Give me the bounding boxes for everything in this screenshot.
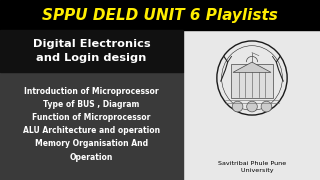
Text: Savitribai Phule Pune
     University: Savitribai Phule Pune University <box>218 161 286 173</box>
Text: Digital Electronics
and Login design: Digital Electronics and Login design <box>33 39 150 63</box>
Bar <box>231 64 273 98</box>
Text: SPPU DELD UNIT 6 Playlists: SPPU DELD UNIT 6 Playlists <box>42 8 278 22</box>
Circle shape <box>247 101 257 112</box>
Text: Introduction of Microprocessor
Type of BUS , Diagram
Function of Microprocessor
: Introduction of Microprocessor Type of B… <box>23 87 160 161</box>
Circle shape <box>232 101 243 112</box>
Circle shape <box>261 101 272 112</box>
Polygon shape <box>233 62 271 72</box>
Bar <box>0 72 183 180</box>
Bar <box>183 30 320 180</box>
Bar <box>0 30 183 72</box>
Bar <box>0 0 320 30</box>
